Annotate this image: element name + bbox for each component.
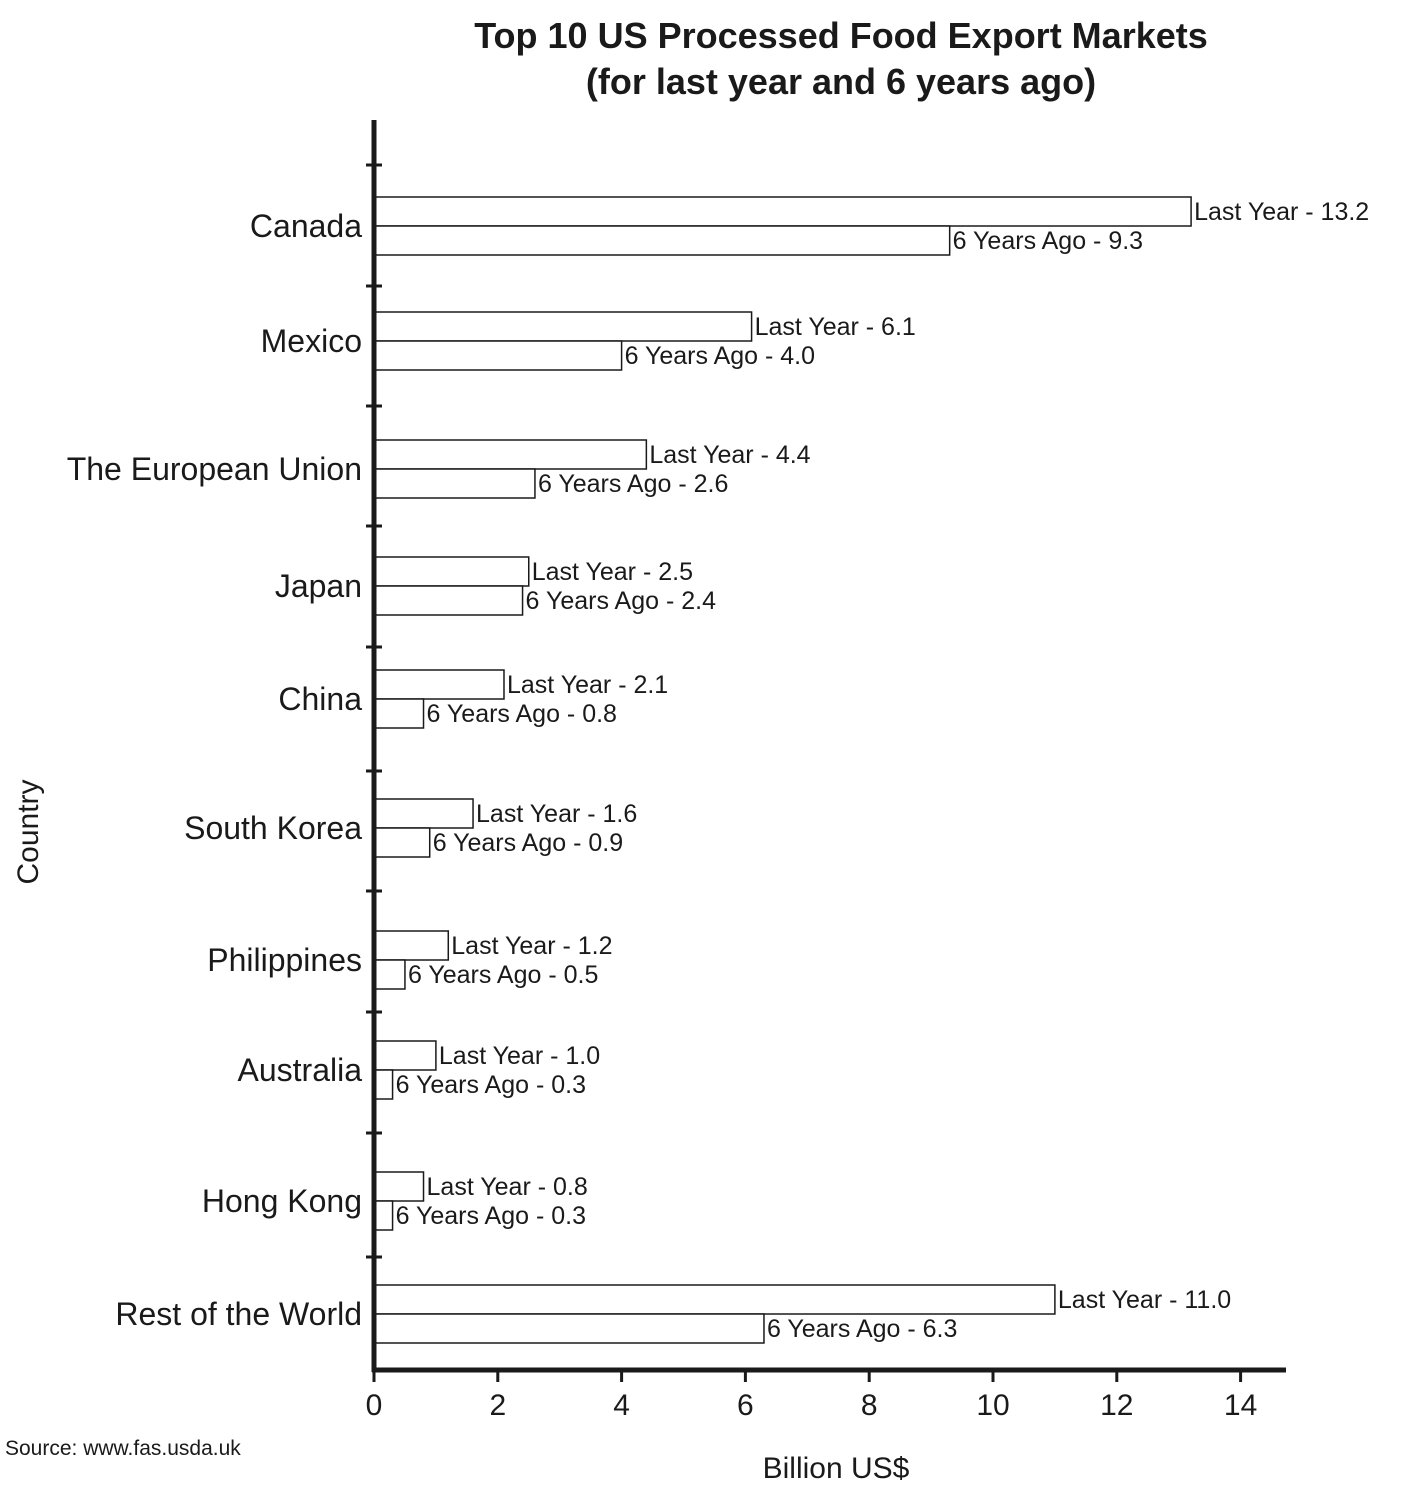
bar-last-year	[373, 1284, 1056, 1315]
bar-last-year	[373, 196, 1192, 227]
bar-6-years-ago	[373, 585, 524, 616]
category-label: Hong Kong	[202, 1183, 362, 1219]
category-label: Japan	[275, 568, 362, 604]
y-axis-title: Country	[12, 779, 45, 884]
bar-6-years-ago	[373, 959, 406, 990]
data-label-6-years-ago: 6 Years Ago - 4.0	[625, 342, 815, 370]
data-label-6-years-ago: 6 Years Ago - 9.3	[953, 227, 1143, 255]
bar-6-years-ago	[373, 340, 623, 371]
category-label: Rest of the World	[115, 1296, 362, 1332]
data-label-6-years-ago: 6 Years Ago - 2.4	[526, 587, 717, 615]
bar-6-years-ago	[373, 698, 425, 729]
data-label-6-years-ago: 6 Years Ago - 6.3	[767, 1315, 957, 1343]
data-label-6-years-ago: 6 Years Ago - 0.5	[408, 961, 598, 989]
category-label: Philippines	[207, 942, 362, 978]
bar-last-year	[373, 930, 450, 961]
data-label-last-year: Last Year - 1.2	[451, 932, 612, 960]
data-label-6-years-ago: 6 Years Ago - 0.9	[433, 829, 623, 857]
x-tick-label: 12	[1100, 1389, 1133, 1422]
x-tick-label: 6	[737, 1389, 754, 1422]
category-label: Mexico	[261, 323, 362, 359]
category-label: Australia	[238, 1052, 363, 1088]
bar-last-year	[373, 439, 648, 470]
data-label-last-year: Last Year - 4.4	[649, 441, 810, 469]
category-label: China	[278, 681, 362, 717]
bar-last-year	[373, 669, 505, 700]
data-label-last-year: Last Year - 11.0	[1058, 1286, 1231, 1314]
plot-area: Canada Last Year - 13.2 6 Years Ago - 9.3 M…	[67, 120, 1369, 1422]
data-label-last-year: Last Year - 2.1	[507, 671, 668, 699]
source-note: Source: www.fas.usda.uk	[5, 1437, 241, 1460]
data-label-last-year: Last Year - 1.6	[476, 800, 637, 828]
category-label: The European Union	[67, 451, 362, 487]
data-label-6-years-ago: 6 Years Ago - 2.6	[538, 470, 728, 498]
bar-6-years-ago	[373, 468, 536, 499]
category-label: Canada	[250, 208, 362, 244]
bar-6-years-ago	[373, 1313, 765, 1344]
bar-last-year	[373, 556, 530, 587]
chart-subtitle: (for last year and 6 years ago)	[586, 61, 1096, 102]
data-label-last-year: Last Year - 2.5	[532, 558, 693, 586]
chart-title: Top 10 US Processed Food Export Markets	[474, 15, 1208, 56]
x-tick-label: 14	[1224, 1389, 1257, 1422]
x-tick-label: 0	[366, 1389, 383, 1422]
data-label-6-years-ago: 6 Years Ago - 0.3	[396, 1071, 586, 1099]
bar-last-year	[373, 798, 474, 829]
data-label-last-year: Last Year - 1.0	[439, 1042, 600, 1070]
x-tick-label: 10	[976, 1389, 1009, 1422]
x-tick-label: 2	[489, 1389, 506, 1422]
data-label-last-year: Last Year - 13.2	[1194, 198, 1369, 226]
bar-6-years-ago	[373, 225, 951, 256]
category-label: South Korea	[184, 810, 362, 846]
bar-last-year	[373, 311, 753, 342]
x-tick-label: 4	[613, 1389, 630, 1422]
data-label-last-year: Last Year - 6.1	[755, 313, 916, 341]
data-label-6-years-ago: 6 Years Ago - 0.3	[396, 1202, 586, 1230]
x-tick-label: 8	[861, 1389, 878, 1422]
bar-6-years-ago	[373, 1069, 394, 1100]
bar-6-years-ago	[373, 827, 431, 858]
data-label-last-year: Last Year - 0.8	[427, 1173, 588, 1201]
data-label-6-years-ago: 6 Years Ago - 0.8	[427, 700, 617, 728]
x-axis-title: Billion US$	[763, 1452, 910, 1485]
bar-last-year	[373, 1040, 437, 1071]
bar-last-year	[373, 1171, 425, 1202]
bar-6-years-ago	[373, 1200, 394, 1231]
